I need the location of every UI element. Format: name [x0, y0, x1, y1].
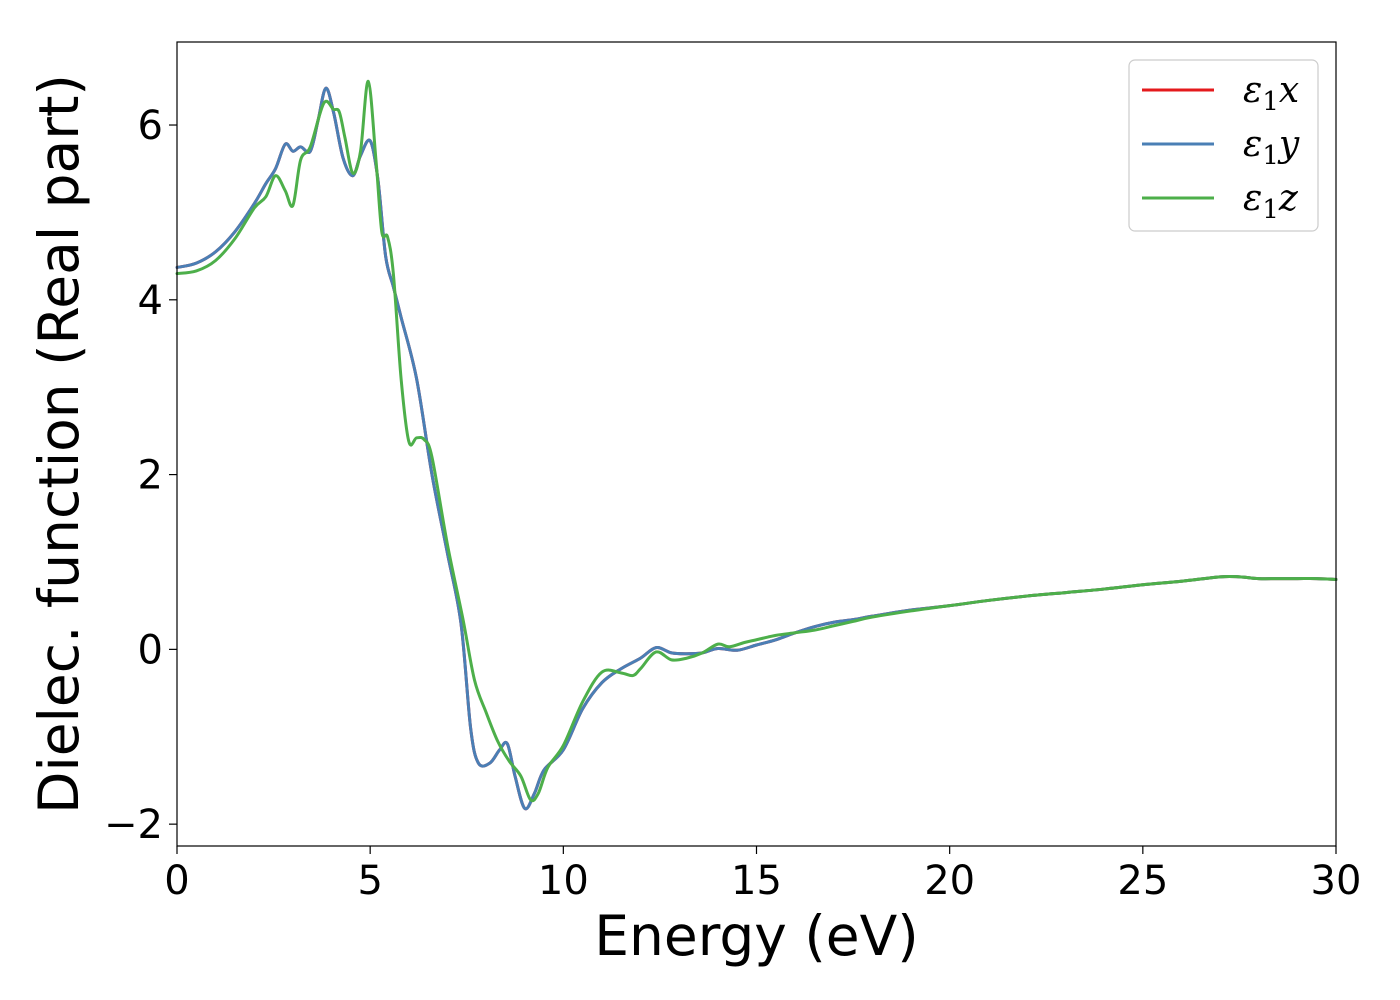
- y-tick-label: 4: [138, 278, 163, 324]
- y-tick-label: −2: [104, 802, 163, 848]
- legend: ε1x ε1y ε1z: [1128, 59, 1319, 232]
- x-tick-label: 5: [357, 858, 382, 904]
- y-tick-label: 6: [138, 103, 163, 149]
- x-tick-label: 30: [1311, 858, 1362, 904]
- legend-box: [1128, 59, 1319, 232]
- x-tick-label: 15: [731, 858, 782, 904]
- x-tick-label: 20: [924, 858, 975, 904]
- legend-entries: ε1x ε1y ε1z: [1142, 70, 1300, 225]
- y-axis: −2 0 2 4 6: [104, 103, 177, 848]
- x-tick-label: 0: [164, 858, 189, 904]
- x-tick-label: 25: [1117, 858, 1168, 904]
- legend-label-z: ε1z: [1243, 178, 1299, 225]
- y-tick-label: 0: [138, 627, 163, 673]
- legend-label-y: ε1y: [1243, 124, 1300, 171]
- x-axis-label: Energy (eV): [594, 904, 918, 968]
- series-line-z: [175, 79, 1338, 803]
- series-layer: [175, 79, 1338, 811]
- x-tick-label: 10: [538, 858, 589, 904]
- x-axis: 0 5 10 15 20 25 30: [164, 846, 1361, 904]
- y-axis-label: Dielec. function (Real part): [27, 74, 91, 814]
- y-tick-label: 2: [138, 453, 163, 499]
- legend-label-x: ε1x: [1243, 70, 1299, 117]
